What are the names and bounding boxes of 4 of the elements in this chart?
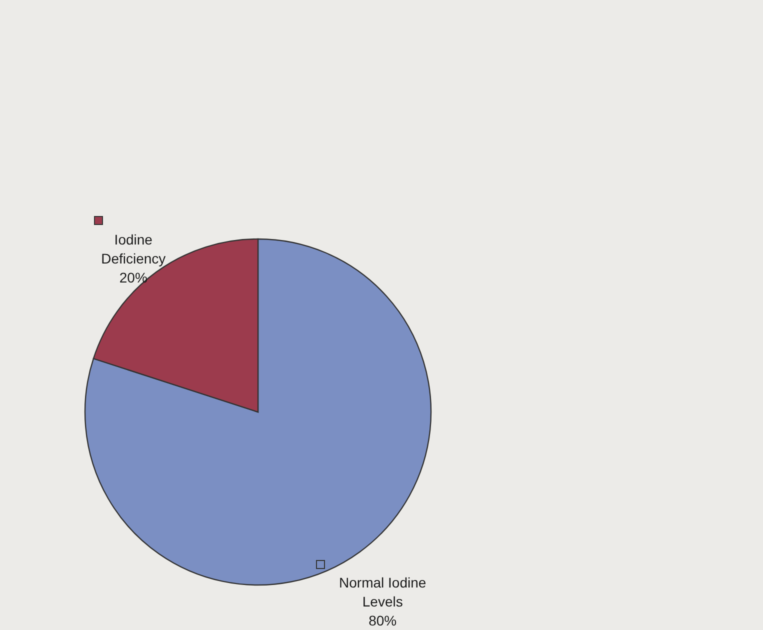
data-label: 80%	[368, 612, 397, 629]
data-label: 20%	[119, 269, 148, 286]
slice-label: Normal Iodine Levels	[339, 574, 426, 610]
legend-label: Iodine Deficiency	[101, 231, 166, 266]
